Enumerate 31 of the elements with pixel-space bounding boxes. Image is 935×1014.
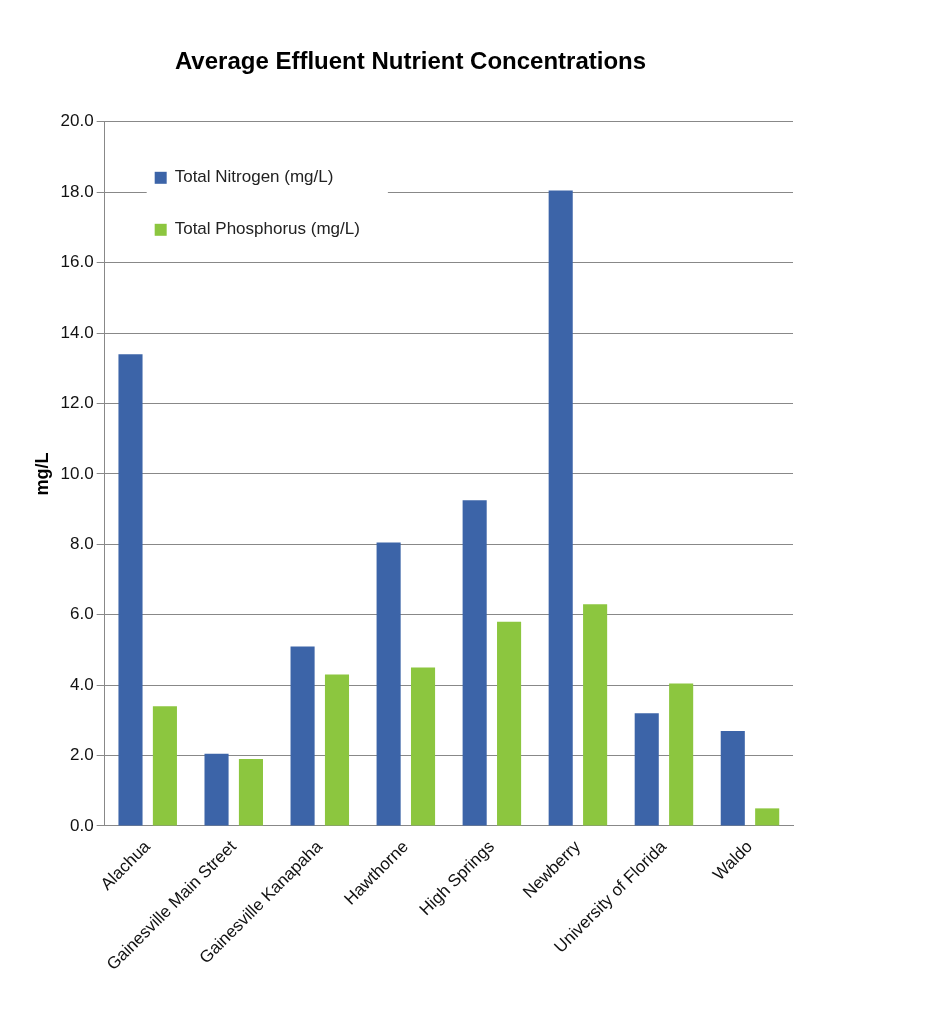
bar: [634, 713, 659, 826]
bar: [410, 667, 436, 826]
y-tick-label: 4.0: [70, 674, 94, 694]
bar: [152, 706, 177, 826]
y-tick-label: 12.0: [60, 393, 94, 413]
bar: [755, 808, 780, 826]
y-tick-label: 18.0: [60, 181, 94, 201]
bar: [462, 500, 487, 826]
y-tick-label: 8.0: [70, 533, 94, 553]
bar: [118, 354, 143, 826]
y-tick-label: 14.0: [60, 322, 94, 342]
y-tick-label: 6.0: [70, 604, 94, 624]
y-tick-label: 20.0: [60, 111, 94, 131]
legend-label: Total Nitrogen (mg/L): [174, 167, 334, 187]
y-tick-label: 10.0: [60, 463, 94, 483]
bar: [324, 674, 350, 826]
y-tick-label: 2.0: [70, 745, 94, 765]
bar: [720, 730, 745, 826]
bar: [204, 753, 229, 826]
bar: [290, 646, 315, 826]
bar: [376, 542, 401, 826]
bar: [583, 604, 608, 826]
bar: [238, 759, 263, 826]
y-tick-label: 0.0: [70, 815, 94, 835]
y-axis-title: mg/L: [31, 452, 52, 496]
chart-title: Average Effluent Nutrient Concentrations: [174, 47, 647, 75]
bar: [548, 190, 573, 826]
y-tick-label: 16.0: [60, 252, 94, 272]
legend-label: Total Phosphorus (mg/L): [174, 219, 360, 239]
bar: [497, 621, 522, 826]
bar: [669, 683, 694, 826]
